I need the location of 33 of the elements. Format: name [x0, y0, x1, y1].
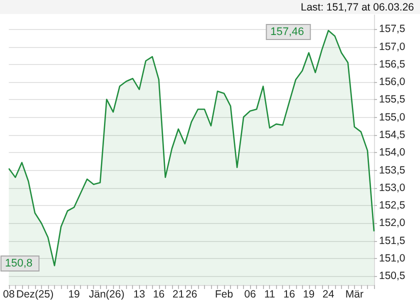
- y-tick-label: 157,0: [379, 40, 406, 53]
- x-tick-label: 11: [264, 288, 276, 300]
- text: Last: 151,77 at 06.03.26: [300, 2, 414, 14]
- y-tick-label: 153,5: [379, 164, 406, 176]
- x-tick-label: 06: [244, 288, 256, 300]
- y-tick-label: 154,5: [379, 129, 406, 141]
- x-tick-label: 24: [322, 288, 334, 300]
- y-tick-label: 154,0: [379, 146, 406, 159]
- x-tick-label: 19: [68, 288, 80, 300]
- x-tick-label: Dez(25): [16, 288, 54, 300]
- x-tick-label: 08: [2, 288, 15, 300]
- y-tick-label: 151,0: [379, 252, 406, 265]
- y-tick-label: 152,5: [379, 200, 406, 212]
- y-tick-label: 156,5: [379, 58, 406, 70]
- annotation: 150,8: [5, 258, 33, 270]
- x-tick-label: 26: [186, 288, 198, 300]
- x-tick-label: 19: [302, 288, 315, 300]
- x-tick-label: Feb: [214, 288, 234, 300]
- x-tick-label: Jän(26): [88, 288, 124, 300]
- y-tick-label: 152,0: [379, 217, 406, 230]
- x-tick-label: 13: [133, 288, 146, 300]
- x-tick-label: 21: [172, 288, 184, 300]
- y-tick-label: 151,5: [379, 234, 406, 247]
- y-tick-label: 155,0: [379, 111, 406, 124]
- y-tick-label: 156,0: [379, 76, 406, 88]
- x-tick-label: 16: [152, 288, 165, 300]
- y-tick-label: 155,5: [379, 94, 406, 106]
- x-tick-label: Mär: [345, 288, 364, 300]
- x-tick-label: 16: [283, 288, 296, 300]
- y-tick-label: 153,0: [379, 182, 406, 194]
- y-tick-label: 150,5: [379, 270, 406, 282]
- annotation: 157,46: [270, 26, 304, 38]
- y-tick-label: 157,5: [379, 23, 406, 36]
